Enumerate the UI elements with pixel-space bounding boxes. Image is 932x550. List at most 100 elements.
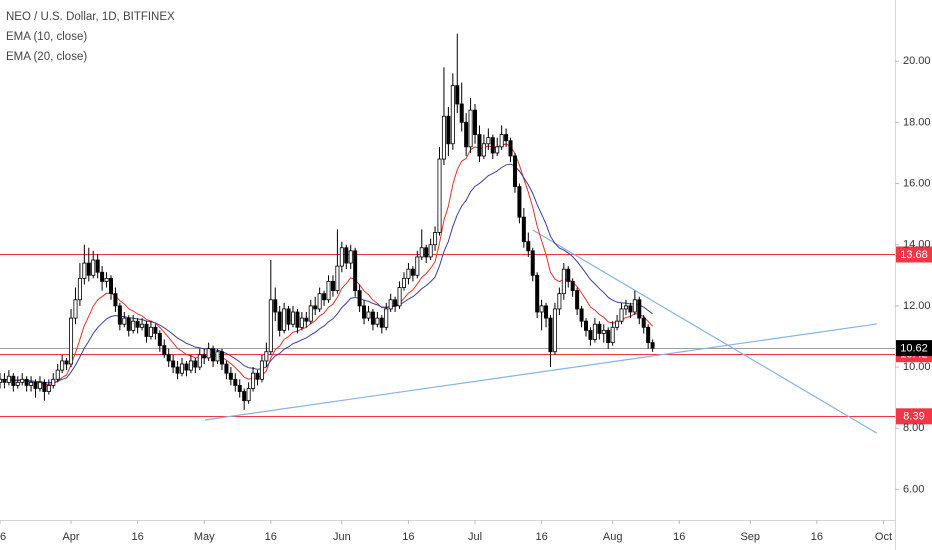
- candle-body: [548, 317, 553, 353]
- candle-body: [370, 311, 375, 325]
- candle-body: [401, 277, 406, 288]
- candle-body: [33, 381, 38, 389]
- candle-body: [375, 317, 380, 325]
- x-tick-label: May: [194, 531, 215, 543]
- price-label: 8.39: [903, 411, 924, 423]
- price-label-box: [896, 340, 932, 357]
- candle-body: [20, 378, 25, 383]
- x-tick-label: 16: [131, 531, 143, 543]
- candle-body: [504, 134, 509, 142]
- candle-body: [539, 305, 544, 313]
- y-tick-label: 16.00: [903, 177, 931, 189]
- candle-body: [157, 333, 162, 347]
- candle-body: [180, 363, 185, 374]
- candle-body: [570, 281, 575, 291]
- candle-body: [251, 372, 256, 389]
- candle-body: [255, 372, 260, 380]
- candle-body: [64, 360, 69, 365]
- candle-body: [561, 268, 566, 295]
- candle-body: [77, 277, 82, 301]
- candle-body: [126, 317, 131, 331]
- candle-body: [473, 109, 478, 135]
- candle-body: [15, 381, 20, 386]
- candle-body: [211, 348, 216, 362]
- candle-body: [495, 146, 500, 154]
- price-label: 13.68: [900, 249, 928, 261]
- candle-body: [264, 351, 269, 362]
- candle-body: [410, 268, 415, 276]
- candle-body: [148, 326, 153, 337]
- candle-body: [322, 293, 327, 301]
- candle-body: [326, 281, 331, 301]
- candle-body: [51, 378, 56, 386]
- candle-body: [268, 299, 273, 353]
- candle-body: [259, 360, 264, 380]
- candle-body: [348, 250, 353, 264]
- candle-body: [206, 348, 211, 359]
- candle-body: [339, 247, 344, 267]
- candle-body: [86, 262, 91, 276]
- candle-body: [619, 308, 624, 322]
- candle-body: [37, 381, 42, 389]
- candle-body: [544, 305, 549, 319]
- candle-body: [171, 360, 176, 368]
- candle-body: [55, 369, 60, 380]
- candle-body: [437, 158, 442, 233]
- candle-body: [592, 323, 597, 340]
- candle-body: [419, 247, 424, 258]
- candle-body: [2, 378, 7, 383]
- candle-body: [46, 385, 51, 392]
- candle-body: [233, 378, 238, 386]
- candle-body: [242, 391, 247, 402]
- y-tick-label: 20.00: [903, 55, 931, 67]
- candle-body: [273, 299, 278, 313]
- candle-body: [330, 281, 335, 291]
- candle-body: [29, 381, 34, 386]
- candle-body: [215, 351, 220, 362]
- candle-body: [286, 308, 291, 325]
- candle-body: [117, 305, 122, 325]
- candle-body: [42, 381, 47, 392]
- candle-body: [455, 85, 460, 105]
- candle-body: [308, 305, 313, 322]
- candle-body: [60, 360, 65, 371]
- candle-body: [575, 290, 580, 310]
- candle-body: [641, 317, 646, 328]
- candle-body: [144, 323, 149, 337]
- candle-body: [219, 351, 224, 365]
- candle-body: [184, 363, 189, 371]
- price-label-box: [896, 246, 932, 263]
- candle-body: [566, 268, 571, 282]
- candle-body: [24, 378, 29, 386]
- trendline: [532, 229, 878, 434]
- candle-body: [446, 115, 451, 145]
- candle-body: [277, 311, 282, 331]
- candle-body: [162, 345, 167, 356]
- candle-body: [224, 363, 229, 374]
- candle-body: [623, 305, 628, 310]
- candle-body: [100, 271, 105, 282]
- candle-body: [11, 375, 16, 386]
- candle-body: [69, 317, 74, 365]
- candle-body: [424, 247, 429, 258]
- candle-body: [335, 265, 340, 291]
- candle-body: [579, 308, 584, 322]
- candle-body: [202, 354, 207, 359]
- candle-body: [459, 103, 464, 123]
- candle-body: [299, 317, 304, 328]
- candle-body: [175, 366, 180, 374]
- candle-body: [113, 293, 118, 307]
- candle-body: [344, 247, 349, 264]
- candle-body: [73, 299, 78, 319]
- candle-body: [650, 342, 655, 349]
- x-tick-label: 16: [535, 531, 547, 543]
- candle-body: [584, 320, 589, 331]
- x-tick-label: Sep: [740, 531, 760, 543]
- candle-body: [433, 232, 438, 246]
- candle-body: [526, 241, 531, 252]
- candle-body: [441, 115, 446, 160]
- candle-body: [601, 329, 606, 334]
- candle-body: [490, 137, 495, 154]
- candle-body: [353, 250, 358, 291]
